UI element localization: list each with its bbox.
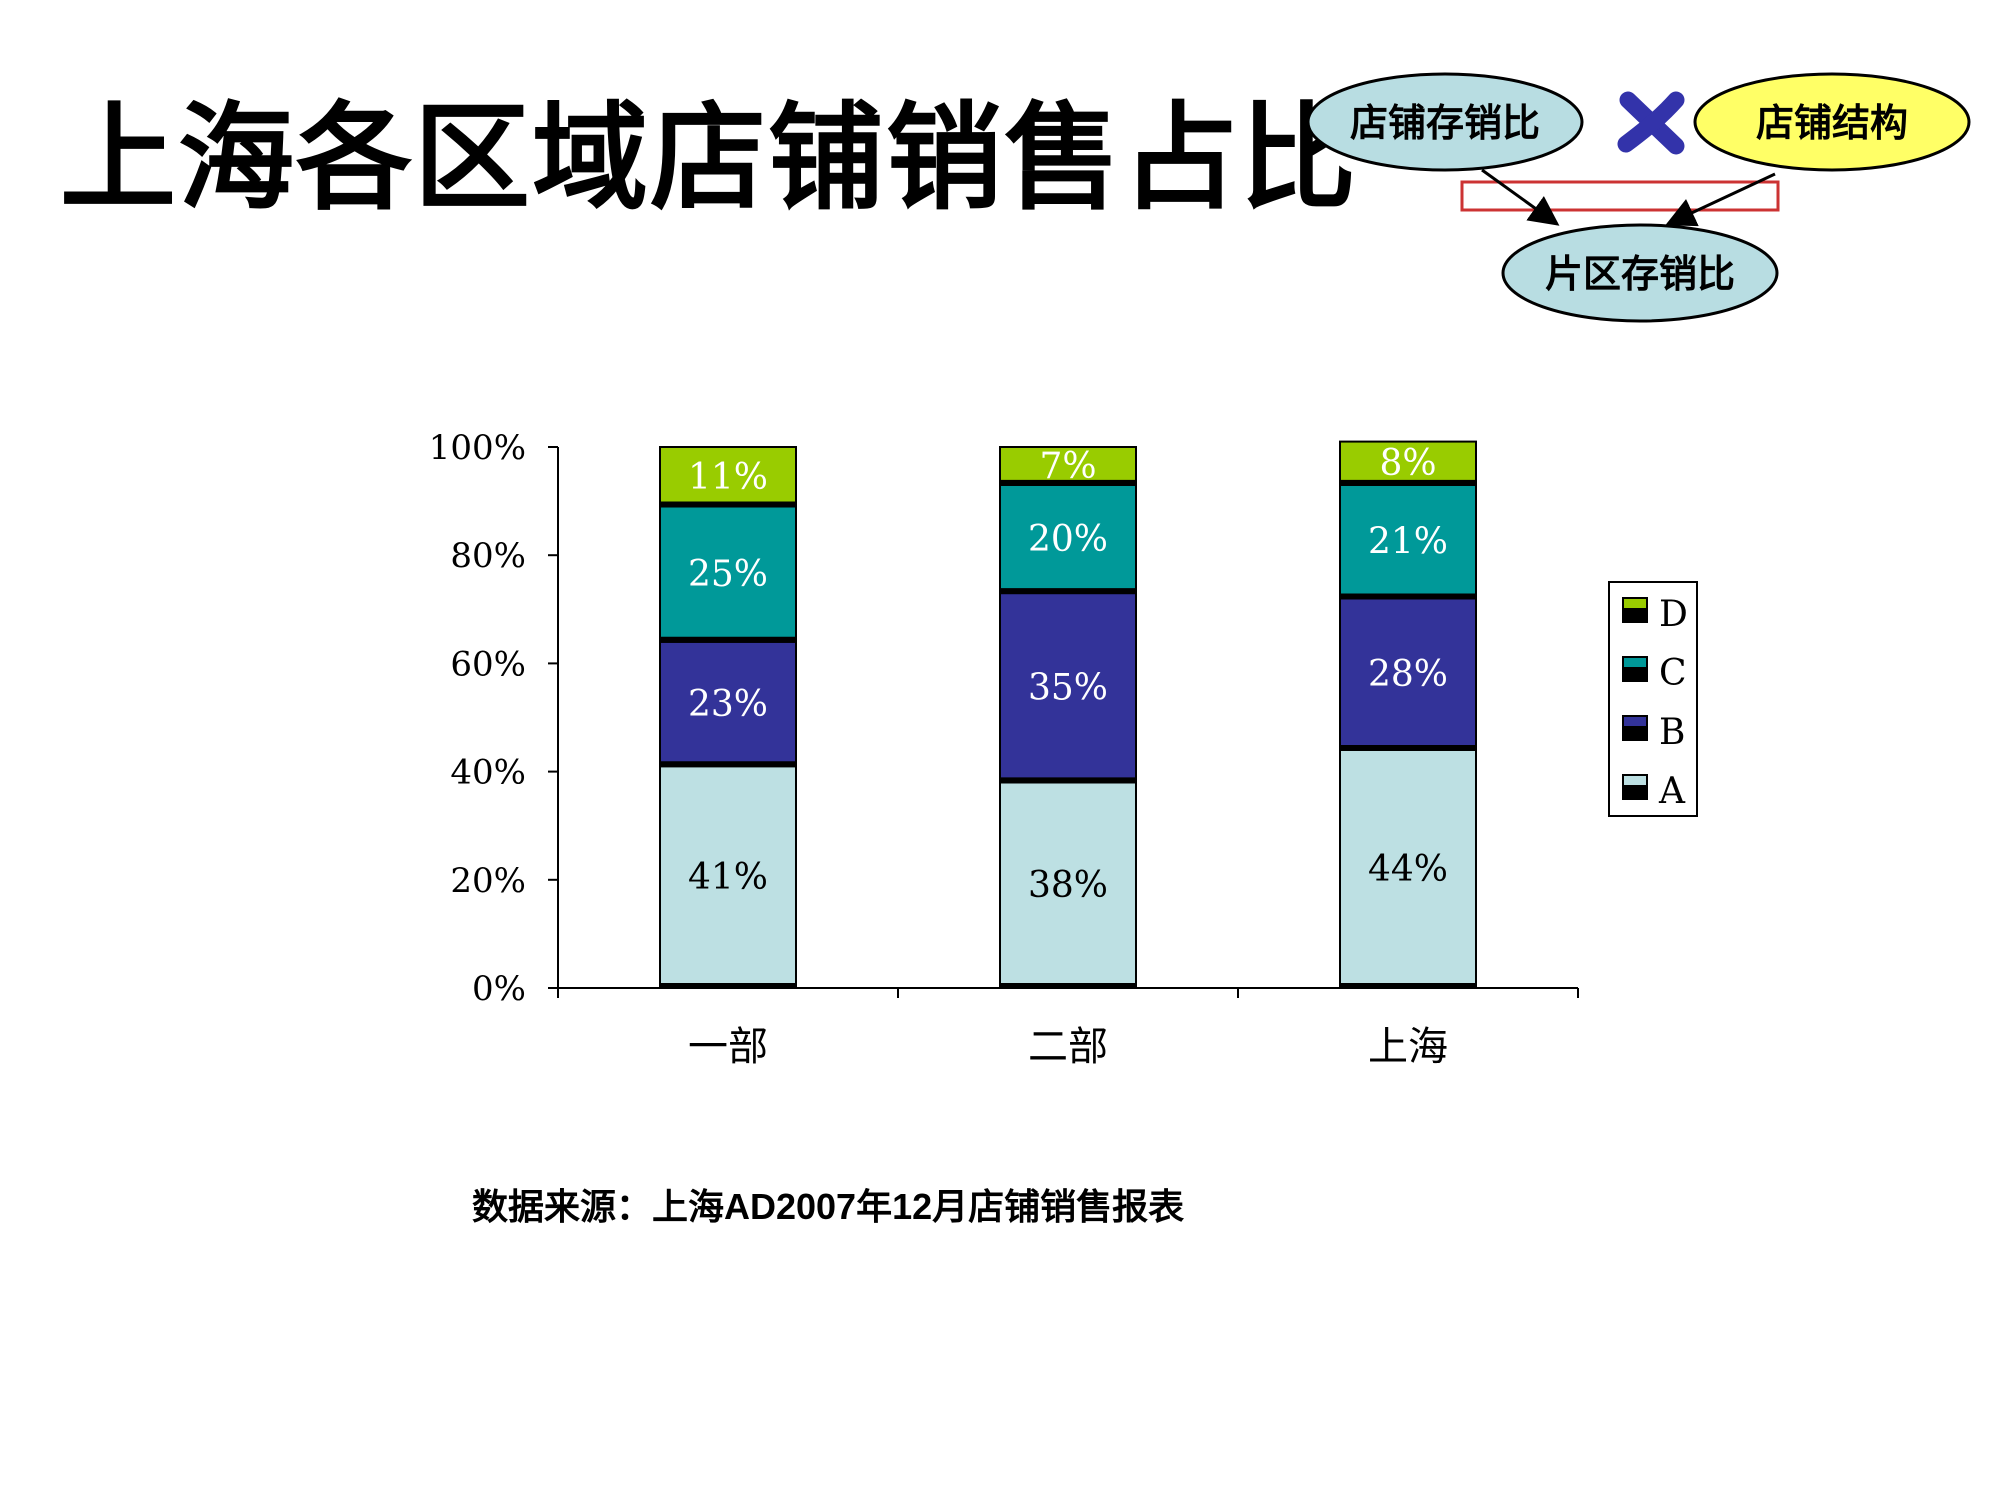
legend-item-a: A	[1622, 771, 1686, 812]
store-stock-sales-ellipse: 店铺存销比	[1306, 72, 1584, 172]
legend-swatch-shadow	[1623, 608, 1647, 622]
bar-segment-b	[999, 592, 1137, 784]
legend-swatch-shadow	[1623, 667, 1647, 681]
bar-segment-b	[659, 640, 797, 768]
legend-swatch-shadow	[1623, 785, 1647, 799]
bar-segment-a	[1339, 748, 1477, 990]
category-label: 二部	[1028, 1024, 1108, 1070]
bar-segment-a	[659, 765, 797, 989]
data-label: 20%	[1028, 519, 1108, 560]
data-label: 41%	[688, 857, 768, 898]
bar-segment-d	[659, 446, 797, 508]
bars: 41% 23% 25% 11% 38% 35% 20% 7% 44% 28% 21% 8%	[659, 440, 1477, 990]
legend-item-b: B	[1622, 712, 1685, 753]
legend-label: A	[1658, 771, 1686, 812]
store-stock-sales-label: 店铺存销比	[1350, 101, 1540, 145]
data-label: 44%	[1368, 849, 1448, 890]
bar-segment-a	[999, 781, 1137, 989]
bar-segment-c	[1339, 483, 1477, 600]
arrow-right	[1665, 172, 1776, 227]
connector-box	[1460, 180, 1780, 212]
legend-label: C	[1659, 653, 1687, 694]
data-label: 7%	[1039, 446, 1096, 487]
category-label: 一部	[688, 1024, 768, 1070]
y-tick-label: 80%	[450, 536, 526, 576]
y-tick-label: 20%	[450, 861, 526, 901]
y-tick-label: 0%	[472, 969, 526, 1009]
bar-stack: 41% 23% 25% 11%	[659, 446, 797, 989]
x-axis: 一部 二部 上海	[557, 987, 1579, 1070]
arrow-left	[1481, 168, 1560, 226]
y-tick-label: 40%	[450, 753, 526, 793]
bar-segment-d	[1339, 440, 1477, 486]
legend-item-d: D	[1622, 594, 1688, 635]
store-structure-ellipse: 店铺结构	[1693, 72, 1971, 172]
data-label: 25%	[688, 554, 768, 595]
y-tick-label: 60%	[450, 644, 526, 684]
data-label: 35%	[1028, 668, 1108, 709]
bar-segment-c	[659, 505, 797, 643]
data-label: 8%	[1379, 443, 1436, 484]
data-label: 38%	[1028, 865, 1108, 906]
data-label: 11%	[688, 457, 768, 498]
bar-stack: 44% 28% 21% 8%	[1339, 440, 1477, 990]
legend-label: B	[1659, 712, 1685, 753]
y-axis: 0% 20% 40% 60% 80% 100%	[429, 428, 559, 1009]
concept-diagram: 店铺存销比 店铺结构 片区存销比	[1306, 72, 1971, 323]
data-label: 28%	[1368, 654, 1448, 695]
bar-stack: 38% 35% 20% 7%	[999, 446, 1137, 989]
data-label: 21%	[1368, 522, 1448, 563]
category-label: 上海	[1368, 1024, 1448, 1070]
district-stock-sales-label: 片区存销比	[1545, 252, 1735, 296]
bar-segment-d	[999, 446, 1137, 486]
source-note: 数据来源：上海AD2007年12月店铺销售报表	[472, 1186, 1185, 1227]
legend-label: D	[1659, 594, 1688, 635]
district-stock-sales-ellipse: 片区存销比	[1501, 223, 1779, 323]
legend-item-c: C	[1622, 653, 1687, 694]
y-tick-label: 100%	[429, 428, 526, 468]
store-structure-label: 店铺结构	[1756, 101, 1908, 145]
multiply-icon	[1617, 91, 1685, 155]
page-title: 上海各区域店铺销售占比	[60, 90, 1358, 226]
bar-segment-b	[1339, 597, 1477, 751]
data-label: 23%	[688, 684, 768, 725]
legend-swatch-shadow	[1623, 726, 1647, 740]
